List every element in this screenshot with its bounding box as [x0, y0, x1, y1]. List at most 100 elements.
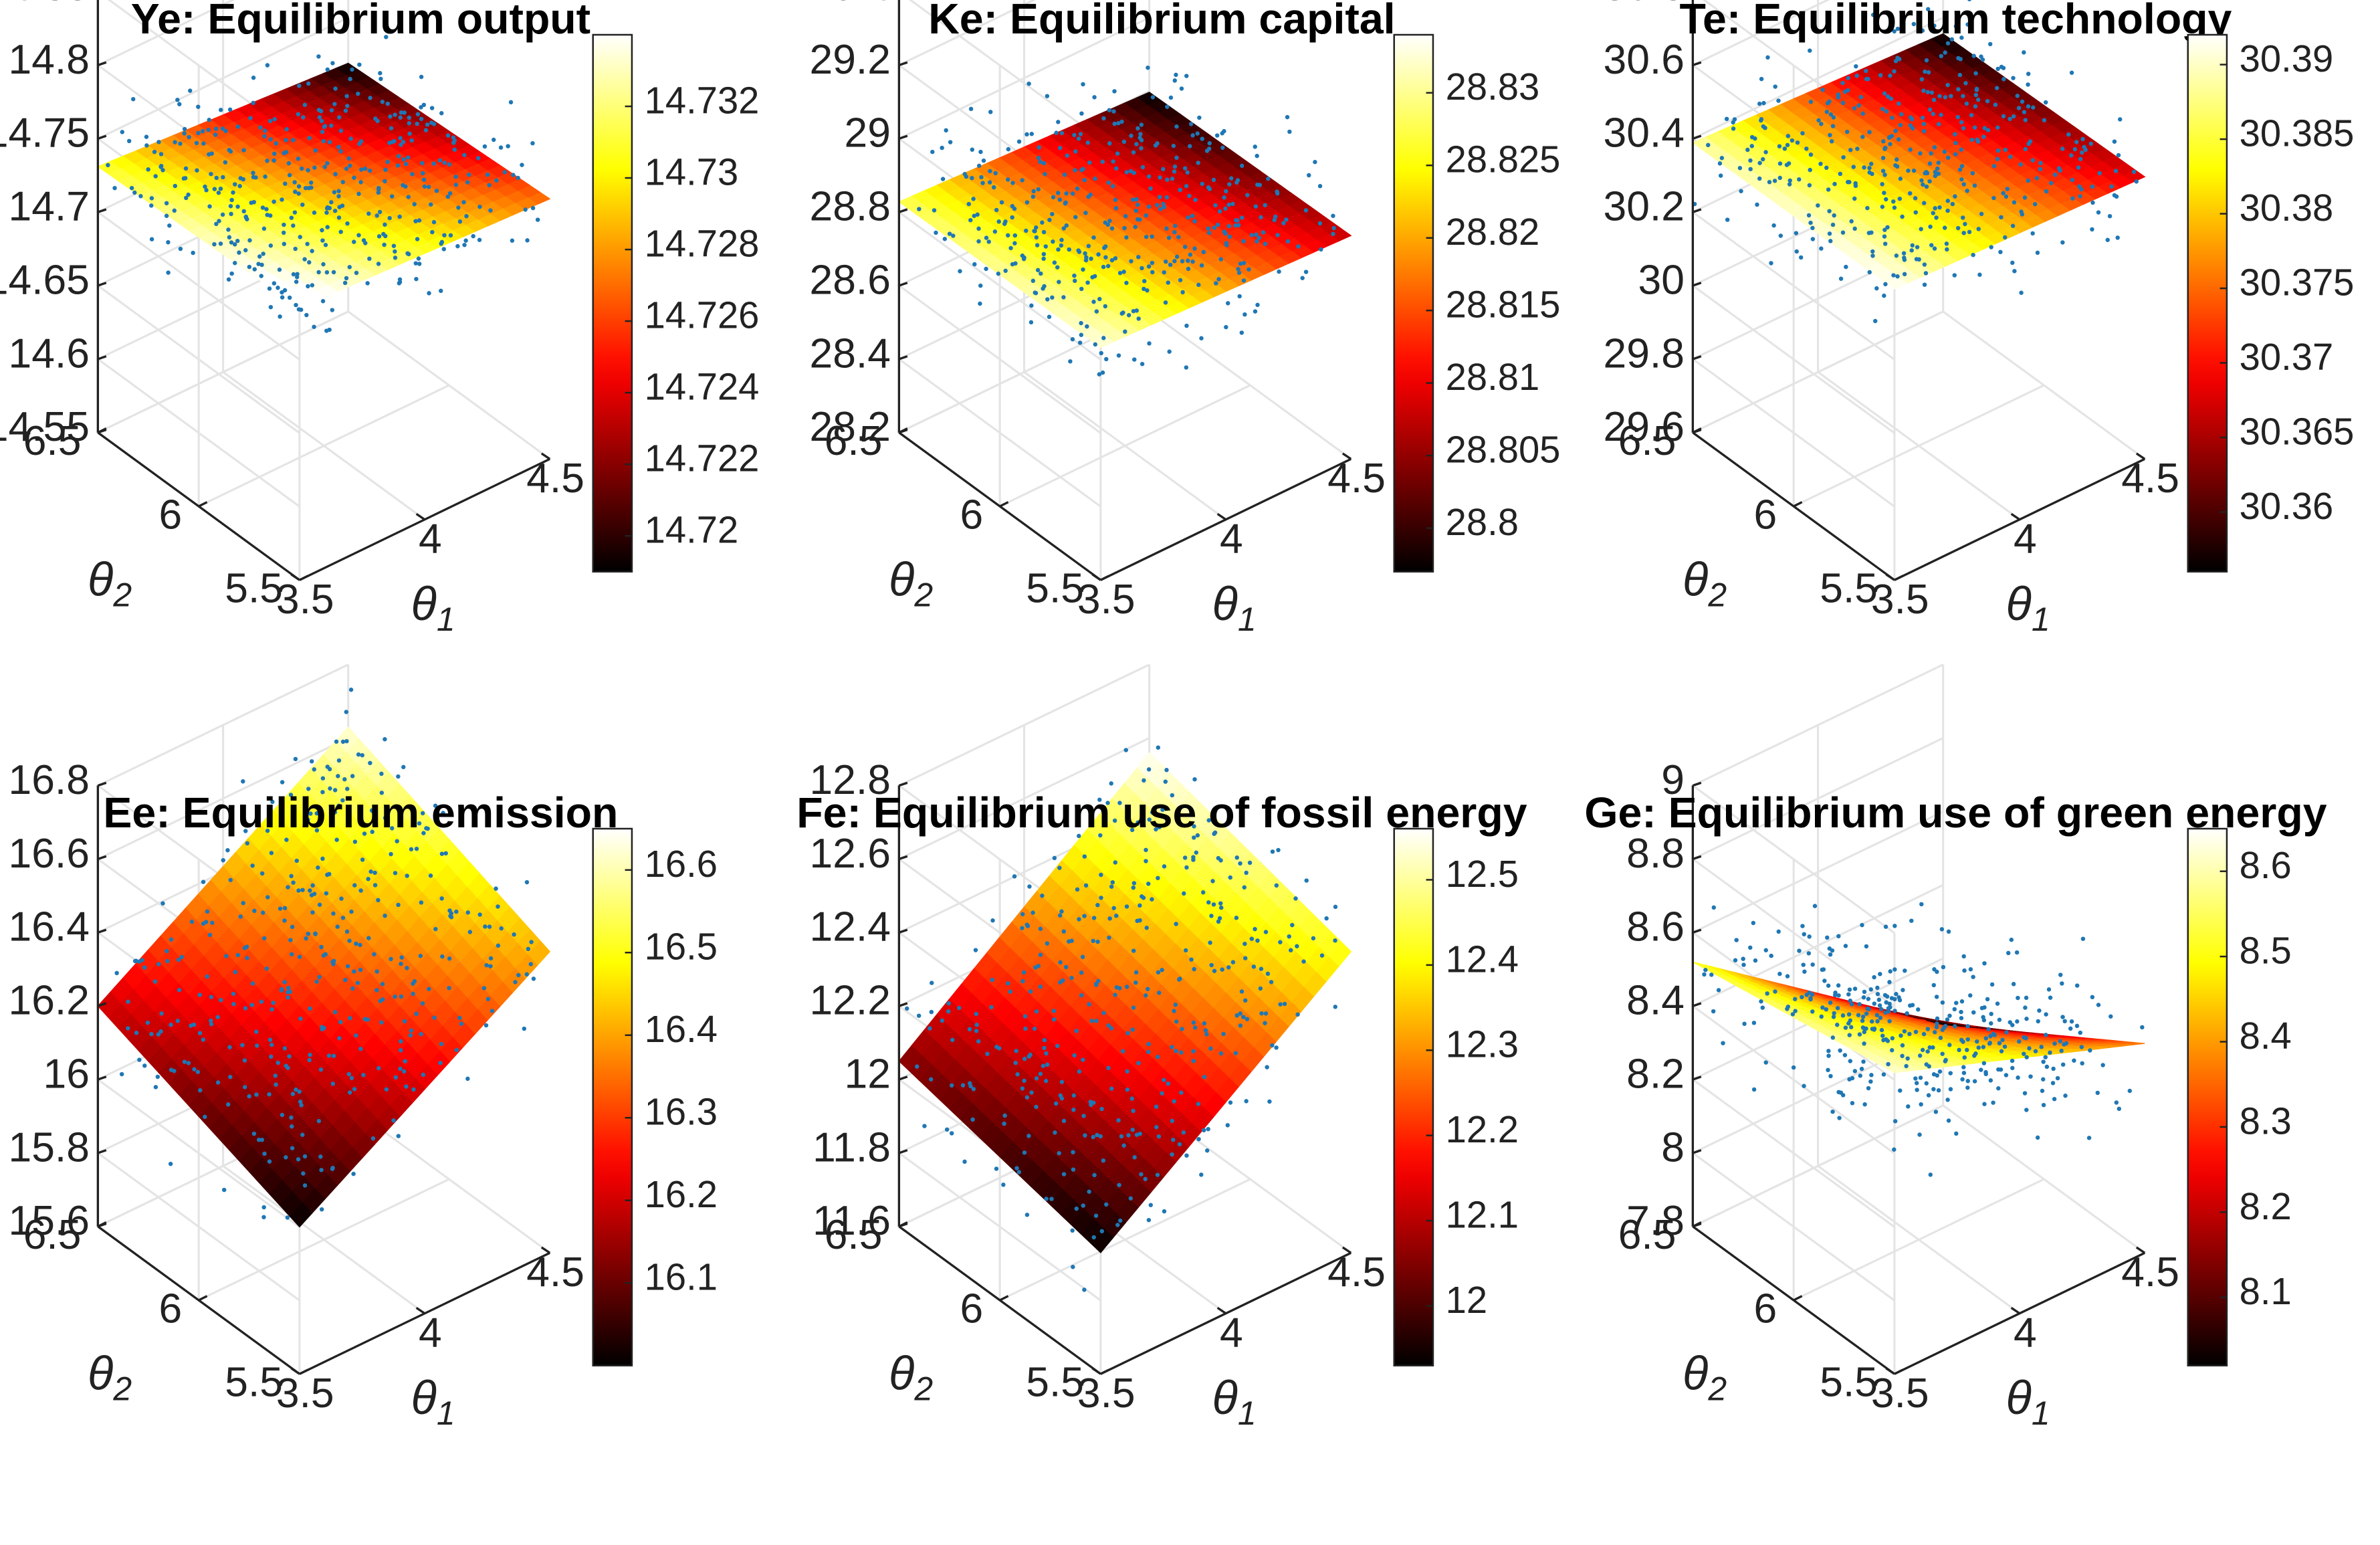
data-point — [513, 980, 517, 984]
data-point — [392, 243, 396, 247]
data-point — [312, 211, 316, 215]
data-point — [1243, 999, 1247, 1003]
data-point — [213, 187, 217, 191]
data-point — [421, 171, 425, 175]
data-point — [375, 119, 379, 123]
data-point — [385, 160, 389, 164]
data-point — [262, 134, 266, 138]
data-point — [1236, 178, 1240, 182]
data-point — [1156, 876, 1160, 880]
data-point — [327, 1053, 331, 1057]
colorbar: 16.116.216.316.416.516.6 — [593, 829, 718, 1366]
data-point — [329, 200, 333, 204]
grid-floor-line — [1794, 385, 2044, 506]
data-point — [440, 954, 444, 958]
z-tick-mark — [899, 783, 907, 785]
z-tick-label: 12.2 — [809, 978, 890, 1024]
data-point — [1242, 886, 1247, 890]
data-point — [261, 251, 265, 255]
data-point — [2061, 1062, 2065, 1066]
data-point — [2012, 114, 2016, 118]
data-point — [381, 232, 385, 236]
data-point — [1905, 1011, 1909, 1015]
data-point — [352, 883, 356, 887]
data-point — [1807, 934, 1811, 938]
data-point — [1862, 995, 1866, 999]
colorbar-tick-label: 12.5 — [1446, 853, 1519, 895]
data-point — [1071, 1150, 1075, 1154]
data-point — [1963, 222, 1967, 226]
data-point — [1826, 187, 1830, 191]
data-point — [1869, 162, 1873, 166]
data-point — [229, 204, 233, 208]
data-point — [280, 1113, 284, 1117]
data-point — [1778, 176, 1782, 180]
data-point — [1075, 1029, 1079, 1033]
data-point — [184, 196, 188, 200]
data-point — [1311, 936, 1315, 940]
data-point — [149, 203, 153, 207]
data-point — [1937, 94, 1941, 98]
data-point — [1125, 1031, 1129, 1035]
data-point — [1264, 930, 1268, 934]
data-point — [400, 955, 404, 959]
data-point — [1289, 948, 1293, 952]
data-point — [341, 916, 345, 920]
data-point — [1023, 1027, 1027, 1031]
data-point — [356, 92, 360, 96]
data-point — [975, 213, 979, 217]
x-axis-label: θ1 — [1212, 1370, 1257, 1432]
data-point — [1797, 948, 1801, 952]
data-point — [1748, 167, 1752, 171]
data-point — [325, 161, 329, 165]
grid-floor-line — [1943, 1106, 2145, 1253]
data-point — [529, 940, 533, 944]
data-point — [378, 210, 382, 214]
data-point — [405, 873, 409, 878]
data-point — [997, 1046, 1001, 1050]
data-point — [1207, 231, 1211, 235]
data-point — [1143, 1177, 1147, 1181]
y-axis-label-sub: 2 — [112, 577, 132, 614]
data-point — [247, 265, 251, 269]
data-point — [272, 117, 276, 121]
data-point — [1184, 184, 1188, 188]
data-point — [419, 117, 423, 121]
z-tick-label: 15.8 — [8, 1124, 89, 1170]
y-tick-mark — [199, 502, 207, 506]
data-point — [457, 1016, 461, 1020]
data-point — [282, 151, 286, 155]
data-point — [1255, 239, 1259, 243]
data-point — [159, 152, 163, 156]
data-point — [284, 837, 288, 841]
data-point — [1125, 985, 1129, 989]
data-point — [209, 151, 213, 155]
data-point — [283, 181, 287, 185]
data-point — [1921, 116, 1925, 120]
data-point — [1172, 144, 1176, 148]
data-point — [453, 175, 457, 179]
data-point — [1278, 940, 1282, 944]
data-point — [427, 987, 431, 991]
data-point — [2033, 202, 2037, 206]
data-point — [1164, 779, 1168, 783]
data-point — [1862, 165, 1866, 169]
data-point — [2011, 76, 2015, 80]
data-point — [291, 223, 295, 227]
data-point — [1875, 1013, 1879, 1017]
data-point — [1882, 1072, 1886, 1076]
data-point — [1975, 1039, 1979, 1043]
data-point — [482, 986, 486, 990]
data-point — [1020, 912, 1024, 916]
data-point — [374, 988, 378, 992]
data-point — [1186, 215, 1190, 219]
data-point — [1224, 241, 1228, 245]
data-point — [165, 214, 169, 218]
data-point — [1039, 272, 1043, 276]
data-point — [1811, 237, 1815, 241]
data-point — [1001, 1182, 1005, 1187]
data-point — [1254, 204, 1258, 208]
data-point — [1209, 963, 1213, 967]
data-point — [1940, 1051, 1944, 1055]
